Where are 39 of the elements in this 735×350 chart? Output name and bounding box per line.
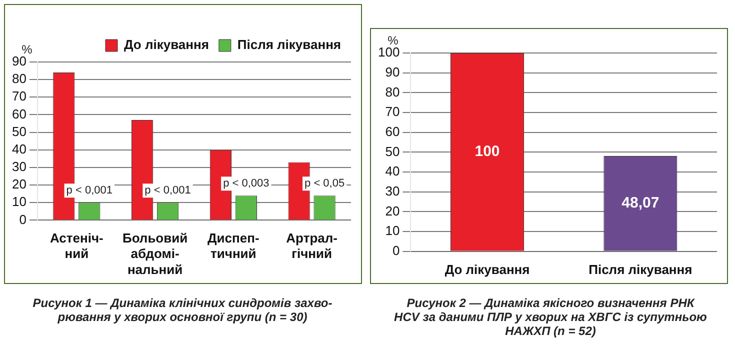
y-axis-title: % <box>388 33 399 48</box>
y-tick-label: 60 <box>385 124 400 139</box>
annotation: p < 0,003 <box>223 178 270 190</box>
data-label: 48,07 <box>622 194 660 212</box>
y-tick-label: 100 <box>378 44 400 60</box>
x-tick-label: Больовий абдомі- нальний <box>122 230 188 277</box>
y-tick-label: 0 <box>392 242 400 258</box>
x-tick-label: Диспеп- тичний <box>208 230 260 262</box>
y-tick-label: 40 <box>12 141 26 156</box>
legend-label: Після лікування <box>237 37 342 52</box>
y-tick-label: 40 <box>385 164 400 179</box>
y-tick-label: 90 <box>12 54 26 69</box>
y-tick-label: 30 <box>385 183 400 198</box>
y-tick-label: 10 <box>12 194 26 210</box>
y-tick-label: 80 <box>12 71 26 86</box>
text: Рисунок 1 — Динаміка клінічних синдромів захво- рювання у хворих основної групи (n = 30) <box>32 296 334 324</box>
x-tick-label: Астеніч- ний <box>50 230 104 262</box>
y-tick-label: 60 <box>12 106 26 122</box>
annotation: p < 0,001 <box>144 184 191 197</box>
y-tick-label: 30 <box>12 159 26 174</box>
y-tick-label: 20 <box>12 176 26 192</box>
text: Рисунок 2 — Динаміка якісного визначення РНК HCV за даними ПЛР у хворих на ХВГС із супутньою НАЖХП (n = 52) <box>393 296 708 338</box>
y-tick-label: 20 <box>385 203 400 218</box>
y-tick-label: 70 <box>12 88 26 104</box>
annotation: p < 0,05 <box>304 178 345 190</box>
y-tick-label: 80 <box>385 84 400 100</box>
y-tick-label: 50 <box>385 144 400 159</box>
y-tick-label: 70 <box>385 104 400 120</box>
y-tick-label: 90 <box>385 64 400 80</box>
annotation: p < 0,001 <box>66 184 112 197</box>
y-tick-label: 10 <box>385 223 400 238</box>
y-tick-label: 0 <box>19 212 26 227</box>
data-label: 100 <box>474 143 500 160</box>
y-tick-label: 50 <box>12 124 26 139</box>
x-tick-label: До лікування <box>444 262 530 277</box>
x-tick-label: Артрал- гічний <box>286 230 338 262</box>
y-axis-title: % <box>22 42 33 56</box>
legend-label: До лікування <box>124 37 209 52</box>
x-tick-label: Після лікування <box>588 262 692 277</box>
